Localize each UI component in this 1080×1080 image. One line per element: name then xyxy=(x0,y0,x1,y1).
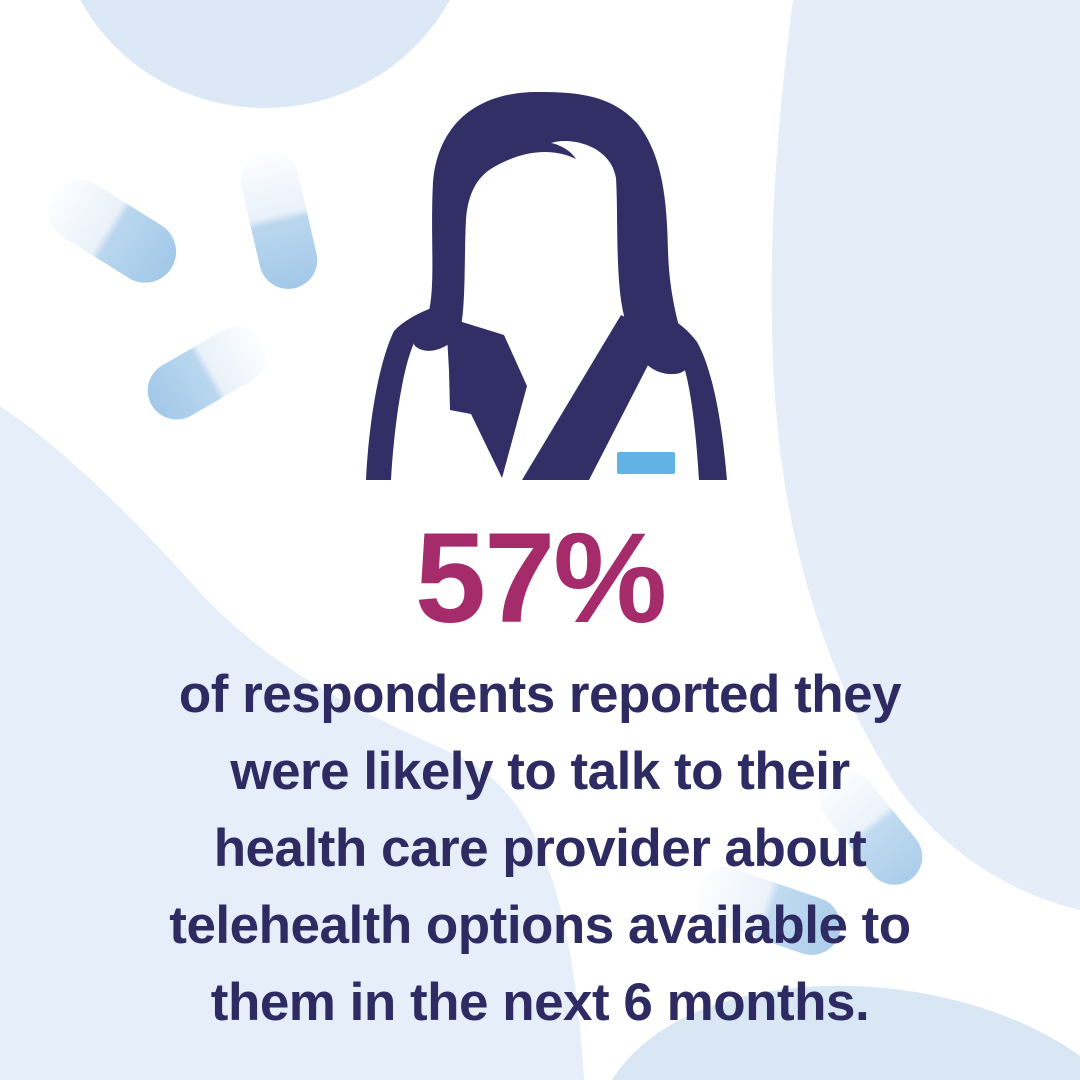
avatar-right-lapel xyxy=(522,315,663,480)
pill-icon xyxy=(240,151,318,289)
avatar-badge xyxy=(617,452,675,474)
background-blob-top xyxy=(80,0,450,108)
avatar-right-arm xyxy=(634,305,727,480)
background-blob-bottom-left xyxy=(0,406,584,1080)
avatar-left-arm xyxy=(366,301,458,480)
pill-icon xyxy=(819,771,923,885)
background-blob-right xyxy=(771,0,1080,910)
pill-icon xyxy=(147,326,267,420)
avatar-left-lapel xyxy=(446,317,527,478)
background-blob-bottom-dome xyxy=(612,985,1080,1080)
avatar-hair xyxy=(413,92,689,375)
pill-icon xyxy=(695,867,841,955)
doctor-avatar-icon xyxy=(366,92,727,480)
pill-icon xyxy=(47,179,177,283)
